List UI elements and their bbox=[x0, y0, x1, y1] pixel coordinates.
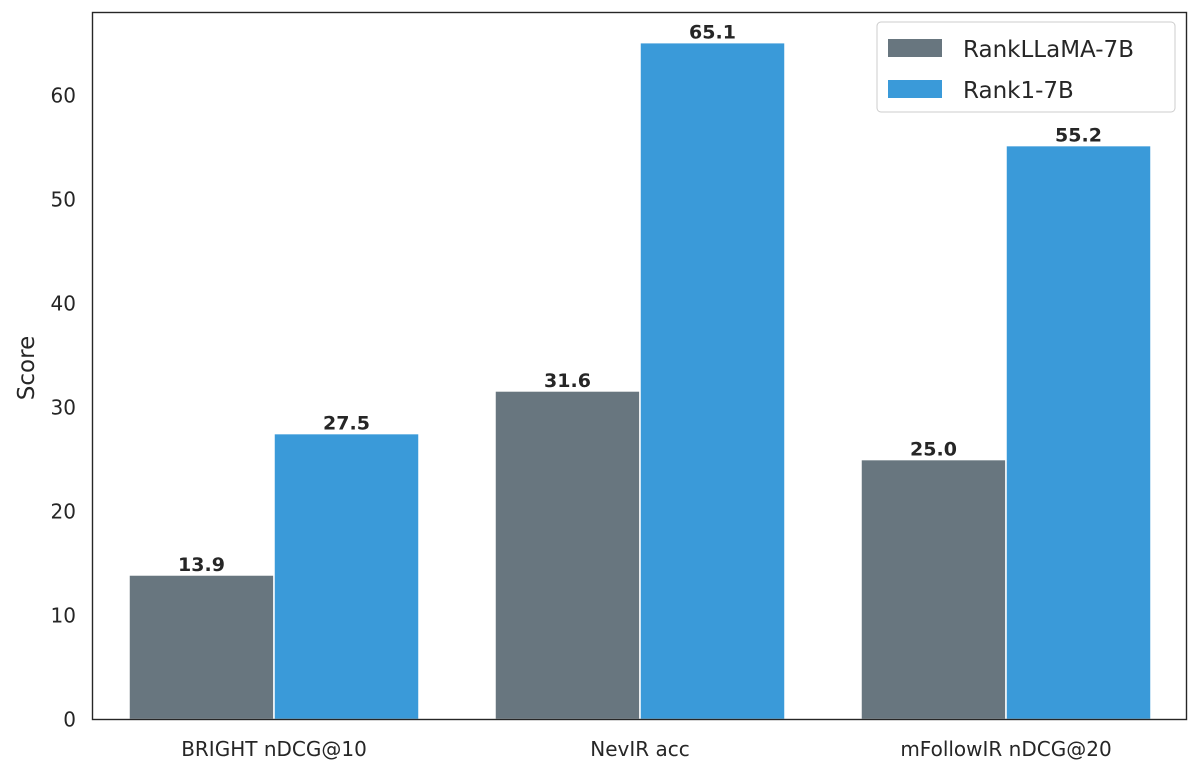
bar-rankllama-7b-mfollowir-ndcg-20 bbox=[860, 458, 1007, 721]
legend-label-rank1-7b: Rank1-7B bbox=[963, 78, 1074, 104]
y-tick-label: 50 bbox=[51, 188, 76, 212]
value-label-rank1-7b-nevir-acc: 65.1 bbox=[689, 22, 736, 44]
value-label-rankllama-7b-mfollowir-ndcg-20: 25.0 bbox=[910, 439, 957, 461]
y-axis-label: Score bbox=[14, 336, 40, 400]
legend-swatch-rankllama-7b bbox=[888, 39, 942, 57]
legend-frame bbox=[876, 21, 1176, 113]
bar-rank1-7b-mfollowir-ndcg-20 bbox=[1005, 144, 1152, 721]
y-tick-label: 40 bbox=[51, 292, 76, 316]
value-label-rank1-7b-mfollowir-ndcg-20: 55.2 bbox=[1055, 125, 1102, 147]
legend: RankLLaMA-7B Rank1-7B bbox=[876, 21, 1176, 113]
x-tick-label: BRIGHT nDCG@10 bbox=[181, 737, 367, 761]
y-tick-label: 30 bbox=[51, 396, 76, 420]
x-tick-label: NevIR acc bbox=[590, 737, 690, 761]
bar-rankllama-7b-nevir-acc bbox=[494, 390, 641, 721]
x-tick-label: mFollowIR nDCG@20 bbox=[900, 737, 1111, 761]
y-tick-label: 60 bbox=[51, 84, 76, 108]
y-axis-ticks: 0 10 20 30 40 50 60 bbox=[51, 84, 76, 732]
plot-frame bbox=[91, 11, 1188, 721]
bars-group bbox=[128, 41, 1152, 721]
y-tick-label: 0 bbox=[63, 708, 76, 732]
bar-rank1-7b-bright-ndcg-10 bbox=[273, 432, 420, 721]
y-tick-label: 10 bbox=[51, 604, 76, 628]
value-label-rankllama-7b-bright-ndcg-10: 13.9 bbox=[178, 554, 225, 576]
value-label-rank1-7b-bright-ndcg-10: 27.5 bbox=[323, 413, 370, 435]
y-tick-label: 20 bbox=[51, 500, 76, 524]
bar-rank1-7b-nevir-acc bbox=[639, 41, 786, 721]
legend-label-rankllama-7b: RankLLaMA-7B bbox=[963, 37, 1134, 63]
value-labels-group: 13.9 27.5 31.6 65.1 25.0 55.2 bbox=[178, 22, 1102, 576]
bar-rankllama-7b-bright-ndcg-10 bbox=[128, 574, 275, 721]
legend-swatch-rank1-7b bbox=[888, 80, 942, 98]
x-axis-ticks: BRIGHT nDCG@10 NevIR acc mFollowIR nDCG@20 bbox=[181, 737, 1111, 761]
value-label-rankllama-7b-nevir-acc: 31.6 bbox=[544, 370, 591, 392]
